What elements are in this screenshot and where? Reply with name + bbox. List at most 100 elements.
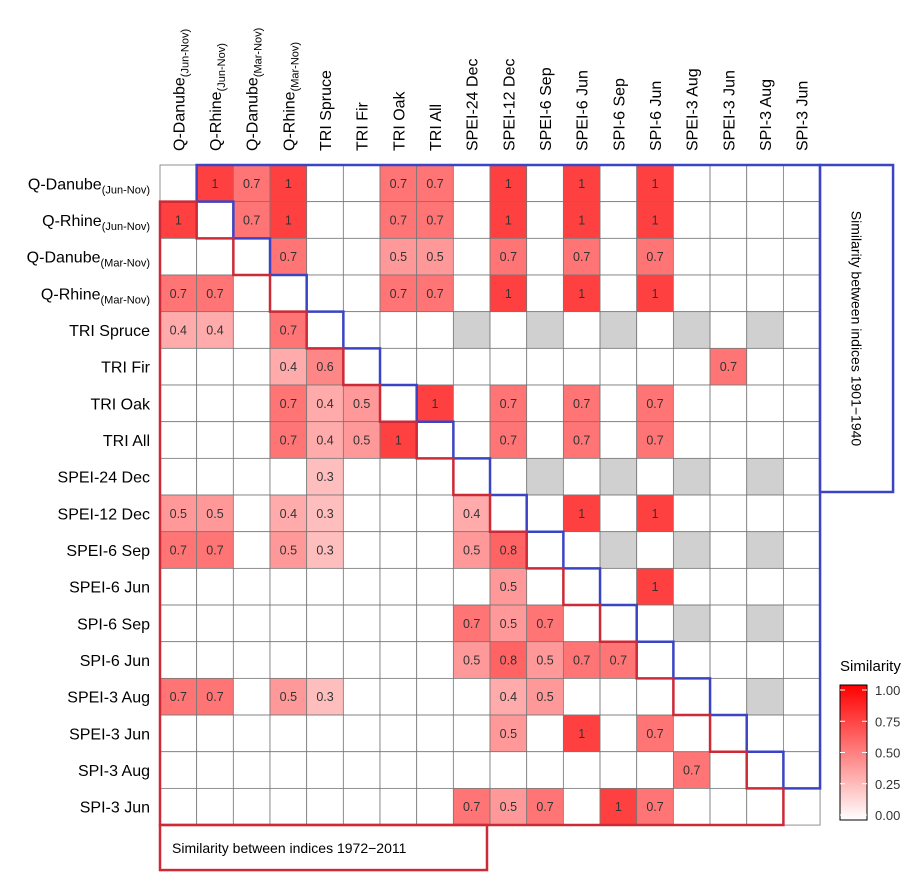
heatmap-cell <box>306 567 344 606</box>
cell-value-label: 0.7 <box>646 800 663 814</box>
cell-value-label: 0.4 <box>316 434 333 448</box>
cell-value-label: 0.3 <box>316 544 333 558</box>
heatmap-cell <box>306 384 344 423</box>
heatmap-cell <box>526 677 564 716</box>
column-label: SPI-6 Jun <box>648 81 665 151</box>
heatmap-cell <box>379 494 418 533</box>
na-cell <box>672 604 711 643</box>
heatmap-cell <box>342 714 381 753</box>
heatmap-cell <box>782 384 821 423</box>
heatmap-cell <box>709 751 748 789</box>
heatmap-cell <box>562 641 601 679</box>
heatmap-cell <box>489 494 528 533</box>
cell-value-label: 0.7 <box>463 617 480 631</box>
na-cell <box>599 311 638 349</box>
heatmap-cell <box>159 237 198 276</box>
heatmap-cell <box>782 421 821 459</box>
heatmap-cell <box>489 384 528 423</box>
cell-value-label: 0.4 <box>463 507 480 521</box>
heatmap-cell <box>489 457 528 496</box>
na-cell <box>746 457 784 496</box>
heatmap-cell <box>232 531 271 569</box>
heatmap-cell <box>452 347 491 386</box>
heatmap-cell <box>379 237 418 276</box>
heatmap-cell <box>782 164 821 203</box>
heatmap-cell <box>599 714 638 753</box>
heatmap-cell <box>452 164 491 203</box>
cell-value-label: 1 <box>432 397 439 411</box>
heatmap-cell <box>269 714 308 753</box>
cell-value-label: 0.7 <box>463 800 480 814</box>
heatmap-cell <box>379 641 418 679</box>
heatmap-cell <box>599 347 638 386</box>
heatmap-cell <box>306 751 344 789</box>
column-label: TRI All <box>428 104 445 151</box>
heatmap-cell <box>672 494 711 533</box>
heatmap-cell <box>636 751 674 789</box>
heatmap-cell <box>526 384 564 423</box>
heatmap-cell <box>489 311 528 349</box>
heatmap-cell <box>636 457 674 496</box>
heatmap-cell <box>306 457 344 496</box>
heatmap-cell <box>526 641 564 679</box>
na-cell <box>526 311 564 349</box>
heatmap-cell <box>416 384 454 423</box>
heatmap-cell <box>379 311 418 349</box>
heatmap-cell <box>379 567 418 606</box>
heatmap-cell <box>599 421 638 459</box>
heatmap-cell <box>342 494 381 533</box>
heatmap-cell <box>709 201 748 239</box>
heatmap-cell <box>196 347 234 386</box>
heatmap-cell <box>269 751 308 789</box>
heatmap-cell <box>709 237 748 276</box>
heatmap-cell <box>196 237 234 276</box>
cell-value-label: 0.5 <box>500 580 517 594</box>
heatmap-cell <box>269 201 308 239</box>
heatmap-cells <box>159 164 821 826</box>
heatmap-cell <box>599 384 638 423</box>
heatmap-cell <box>379 677 418 716</box>
heatmap-cell <box>782 641 821 679</box>
cell-value-label: 1 <box>285 214 292 228</box>
heatmap-cell <box>232 201 271 239</box>
lower-period-label: Similarity between indices 1972−2011 <box>172 840 407 856</box>
cell-value-label: 0.7 <box>646 727 663 741</box>
heatmap-cell <box>416 714 454 753</box>
cell-value-label: 1 <box>652 214 659 228</box>
heatmap-cell <box>672 201 711 239</box>
heatmap-cell <box>306 641 344 679</box>
heatmap-cell <box>672 714 711 753</box>
cell-values: 1 0.7 1 0.7 0.7 1 1 1 1 0.7 1 0.7 0.7 1 1 1 0.7 0.5 0.5 0.7… <box>170 177 737 814</box>
cell-value-label: 1 <box>395 434 402 448</box>
heatmap-cell <box>452 751 491 789</box>
heatmap-cell <box>196 604 234 643</box>
heatmap-cell <box>709 641 748 679</box>
heatmap-cell <box>746 347 784 386</box>
heatmap-cell <box>232 457 271 496</box>
heatmap-cell <box>489 164 528 203</box>
heatmap-cell <box>562 311 601 349</box>
cell-value-label: 1 <box>578 214 585 228</box>
cell-value-label: 1 <box>505 177 512 191</box>
heatmap-cell <box>306 677 344 716</box>
row-label: SPI-3 Aug <box>78 763 150 780</box>
heatmap-cell <box>452 457 491 496</box>
heatmap-cell <box>452 787 491 826</box>
column-label: SPEI-3 Aug <box>685 68 702 151</box>
cell-value-label: 0.7 <box>280 324 297 338</box>
cell-value-label: 0.7 <box>573 654 590 668</box>
heatmap-cell <box>269 787 308 826</box>
heatmap-cell <box>196 164 234 203</box>
na-cell <box>672 531 711 569</box>
heatmap-cell <box>306 274 344 313</box>
heatmap-cell <box>416 457 454 496</box>
heatmap-cell <box>232 677 271 716</box>
cell-value-label: 0.7 <box>426 287 443 301</box>
na-cell <box>526 457 564 496</box>
cell-value-label: 1 <box>652 287 659 301</box>
cell-value-label: 0.7 <box>536 800 553 814</box>
heatmap-cell <box>599 751 638 789</box>
cell-value-label: 0.5 <box>280 690 297 704</box>
heatmap-cell <box>306 604 344 643</box>
upper-period-box: Similarity between indices 1901−1940 <box>818 163 895 494</box>
